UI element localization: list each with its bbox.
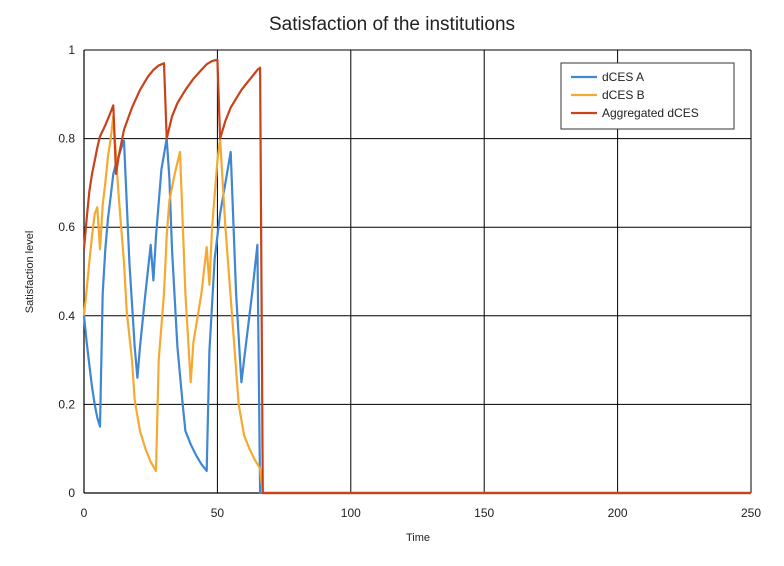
y-tick-label: 1 xyxy=(68,43,75,57)
x-tick-label: 150 xyxy=(474,506,494,520)
series-line-2 xyxy=(82,115,751,495)
x-tick-label: 0 xyxy=(81,506,88,520)
tick-labels: 0 50 100 150 200 250 0 0.2 0.4 0.6 0.8 1 xyxy=(58,43,761,520)
y-tick-label: 0.6 xyxy=(58,220,75,234)
x-tick-label: 100 xyxy=(341,506,361,520)
legend-label: dCES A xyxy=(602,70,644,84)
x-axis-label: Time xyxy=(406,532,430,544)
series-line-3 xyxy=(82,58,751,495)
x-tick-label: 250 xyxy=(741,506,761,520)
legend: dCES A dCES B Aggregated dCES xyxy=(560,62,735,130)
legend-label: Aggregated dCES xyxy=(602,106,699,120)
series-lines xyxy=(82,58,751,495)
y-tick-label: 0.4 xyxy=(58,309,75,323)
y-axis-label: Satisfaction level xyxy=(24,231,36,314)
series-line-1 xyxy=(82,137,751,495)
y-tick-label: 0 xyxy=(68,486,75,500)
y-tick-label: 0.2 xyxy=(58,397,75,411)
y-tick-label: 0.8 xyxy=(58,132,75,146)
x-tick-label: 50 xyxy=(211,506,225,520)
legend-label: dCES B xyxy=(602,88,645,102)
x-tick-label: 200 xyxy=(608,506,628,520)
chart-title: Satisfaction of the institutions xyxy=(269,14,515,35)
